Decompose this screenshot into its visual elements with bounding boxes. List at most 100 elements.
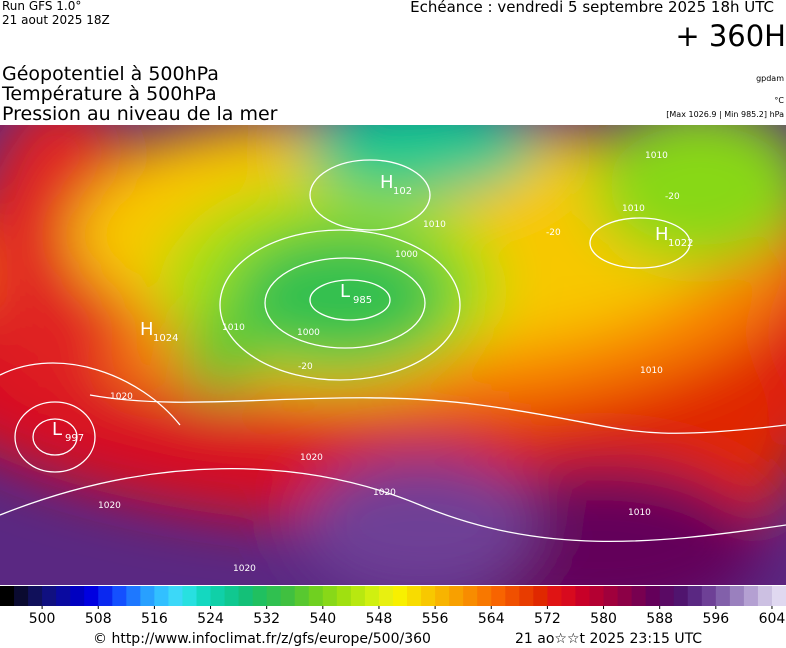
field	[0, 125, 786, 585]
unit: gpdam	[756, 74, 784, 83]
colorbar-label: 532	[253, 611, 280, 626]
contour-label: 1000	[297, 328, 320, 338]
colorbar-swatch	[294, 586, 310, 606]
contour-label: -20	[298, 362, 313, 372]
colorbar-swatch	[168, 586, 183, 606]
colorbar-swatch	[547, 586, 562, 606]
unit: °C	[774, 96, 784, 105]
center-value: 997	[65, 433, 84, 444]
contour-label: 1010	[423, 220, 446, 230]
center-value: 985	[353, 295, 372, 306]
colorbar-swatch	[589, 586, 605, 606]
center-type: L	[52, 419, 62, 440]
colorbar-swatch	[407, 586, 422, 606]
contour-label: 1000	[395, 250, 418, 260]
colorbar-swatch	[421, 586, 436, 606]
colorbar-swatch	[659, 586, 675, 606]
colorbar-swatch	[126, 586, 141, 606]
valid-time: Echéance : vendredi 5 septembre 2025 18h…	[410, 0, 774, 16]
colorbar: 500 508 516 524 532 540 548 556 564 572 580 588 596 6…	[0, 586, 786, 626]
colorbar-label: 596	[702, 611, 729, 626]
colorbar-swatch	[771, 586, 786, 606]
colorbar-swatch	[575, 586, 590, 606]
colorbar-label: 556	[422, 611, 449, 626]
title: Pression au niveau de la mer	[2, 103, 278, 125]
colorbar-swatch	[224, 586, 240, 606]
colorbar-swatch	[477, 586, 492, 606]
colorbar-swatch	[266, 586, 282, 606]
colorbar-swatch	[0, 586, 15, 606]
colorbar-label: 588	[646, 611, 673, 626]
colorbar-swatch	[687, 586, 703, 606]
colorbar-swatch	[252, 586, 268, 606]
contour-label: 1010	[628, 508, 651, 518]
colorbar-swatch	[70, 586, 85, 606]
colorbar-swatch	[140, 586, 155, 606]
center-type: H	[380, 172, 394, 193]
colorbar-swatch	[645, 586, 661, 606]
source: © http://www.infoclimat.fr/z/gfs/europe/…	[93, 631, 431, 647]
colorbar-swatch	[463, 586, 478, 606]
colorbar-swatch	[182, 586, 197, 606]
colorbar-swatch	[631, 586, 647, 606]
isobars	[0, 159, 786, 543]
colorbar-swatch	[743, 586, 759, 606]
colorbar-swatch	[154, 586, 169, 606]
colorbar-swatch	[364, 586, 380, 606]
colorbar-label: 508	[85, 611, 112, 626]
colorbar-label: 564	[478, 611, 505, 626]
contour-label: 1010	[622, 204, 645, 214]
contour-label: 1020	[373, 488, 396, 498]
run-date: 21 aout 2025 18Z	[2, 13, 110, 27]
colorbar-swatch	[673, 586, 689, 606]
colorbar-swatch	[617, 586, 633, 606]
colorbar-swatch	[449, 586, 464, 606]
colorbar-swatch	[350, 586, 366, 606]
center-type: H	[140, 319, 154, 340]
contour-label: 1010	[640, 366, 663, 376]
lead-time: + 360H	[675, 19, 786, 53]
contour-label: 1010	[222, 323, 245, 333]
center-type: L	[340, 281, 350, 302]
colorbar-swatch	[196, 586, 212, 606]
colorbar-label: 604	[759, 611, 786, 626]
colorbar-swatch	[14, 586, 29, 606]
colorbar-swatch	[519, 586, 534, 606]
contour-label: 1020	[98, 501, 121, 511]
colorbar-swatch	[729, 586, 745, 606]
colorbar-swatch	[238, 586, 254, 606]
colorbar-swatch	[378, 586, 394, 606]
colorbar-swatch	[322, 586, 338, 606]
center-value: 1022	[668, 238, 693, 249]
colorbar-swatch	[435, 586, 450, 606]
contour-label: 1010	[645, 151, 668, 161]
colorbar-swatch	[84, 586, 99, 606]
center-value: 102	[393, 186, 412, 197]
generated: 21 ao☆☆t 2025 23:15 UTC	[515, 631, 703, 647]
unit: [Max 1026.9 | Min 985.2] hPa	[666, 110, 784, 119]
colorbar-label: 516	[141, 611, 168, 626]
run: Run GFS 1.0°	[2, 0, 82, 13]
center-type: H	[655, 224, 669, 245]
colorbar-label: 500	[29, 611, 56, 626]
contour-label: -20	[546, 228, 561, 238]
colorbar-swatch	[28, 586, 43, 606]
colorbar-swatch	[505, 586, 520, 606]
contour-label: 1020	[233, 564, 256, 574]
colorbar-swatch	[336, 586, 352, 606]
colorbar-label: 524	[197, 611, 224, 626]
colorbar-label: 580	[590, 611, 617, 626]
colorbar-swatch	[98, 586, 113, 606]
colorbar-label: 548	[366, 611, 393, 626]
center-value: 1024	[153, 333, 178, 344]
contour-label: 1020	[110, 392, 133, 402]
title: Géopotentiel à 500hPa	[2, 63, 219, 85]
colorbar-swatch	[533, 586, 548, 606]
colorbar-label: 540	[309, 611, 336, 626]
colorbar-swatch	[603, 586, 619, 606]
colorbar-label: 572	[534, 611, 561, 626]
colorbar-swatch	[701, 586, 717, 606]
colorbar-swatch	[715, 586, 731, 606]
colorbar-swatch	[112, 586, 127, 606]
